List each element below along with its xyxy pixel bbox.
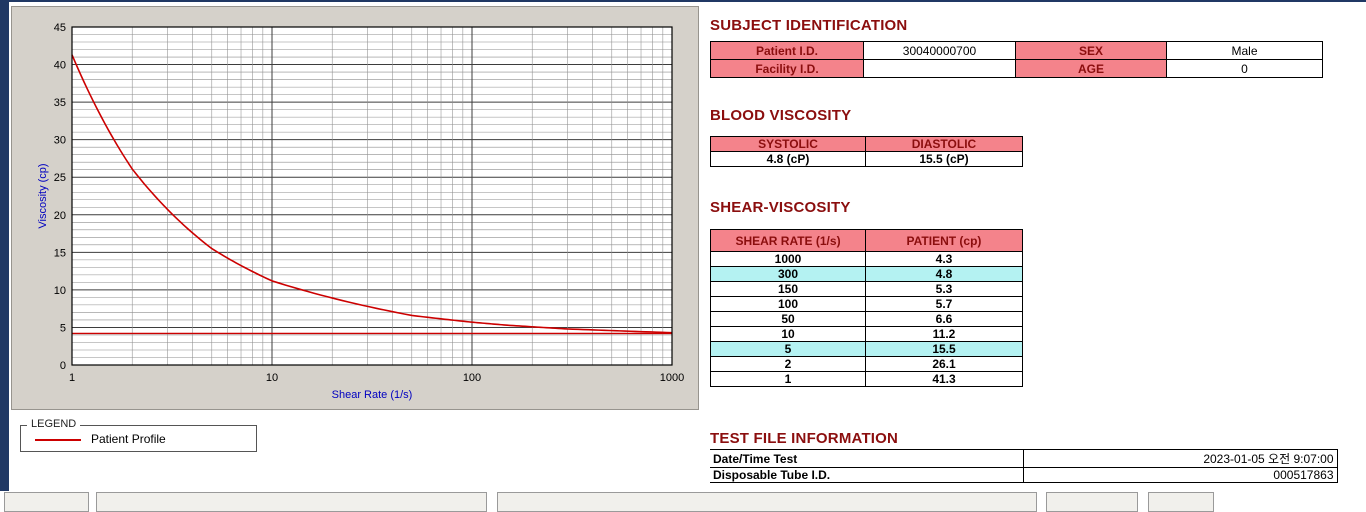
sex-value: Male <box>1166 41 1323 60</box>
systolic-header: SYSTOLIC <box>710 136 866 152</box>
svg-text:15: 15 <box>54 247 66 259</box>
viscosity-chart: 0 5 10 15 20 25 30 35 40 45 1 10 100 1000 Shear Rate (… <box>37 22 684 401</box>
shear-rate-cell: 50 <box>710 311 866 327</box>
section-title-test-file-information: TEST FILE INFORMATION <box>710 430 899 447</box>
age-label: AGE <box>1015 59 1167 78</box>
table-row: 4.8 (cP) 15.5 (cP) <box>710 151 1023 167</box>
patient-cp-cell: 11.2 <box>865 326 1023 342</box>
shear-viscosity-table: SHEAR RATE (1/s) PATIENT (cp) 1000 4.3 3… <box>710 229 1023 387</box>
window-edge-top <box>0 0 1366 2</box>
sex-label: SEX <box>1015 41 1167 60</box>
table-row: 10 11.2 <box>710 326 1023 342</box>
viscosity-chart-panel: 0 5 10 15 20 25 30 35 40 45 1 10 100 1000 Shear Rate (… <box>11 6 699 410</box>
diastolic-header: DIASTOLIC <box>865 136 1023 152</box>
svg-text:Viscosity (cp): Viscosity (cp) <box>37 163 49 228</box>
table-row: 100 5.7 <box>710 296 1023 312</box>
patient-cp-cell: 41.3 <box>865 371 1023 387</box>
svg-text:5: 5 <box>60 322 66 334</box>
svg-text:20: 20 <box>54 210 66 222</box>
table-row: 300 4.8 <box>710 266 1023 282</box>
svg-text:25: 25 <box>54 172 66 184</box>
patient-cp-cell: 26.1 <box>865 356 1023 372</box>
shear-rate-cell: 2 <box>710 356 866 372</box>
patient-id-label: Patient I.D. <box>710 41 864 60</box>
table-header-row: SHEAR RATE (1/s) PATIENT (cp) <box>710 229 1023 252</box>
svg-text:1000: 1000 <box>660 372 684 384</box>
test-file-information-table: Date/Time Test 2023-01-05 오전 9:07:00 Dis… <box>710 449 1338 483</box>
patient-cp-header: PATIENT (cp) <box>865 229 1023 252</box>
bottom-cutoff-panel[interactable] <box>96 492 487 512</box>
bottom-cutoff-panel[interactable] <box>4 492 89 512</box>
shear-rate-cell: 150 <box>710 281 866 297</box>
date-time-test-label: Date/Time Test <box>710 449 1024 468</box>
section-title-blood-viscosity: BLOOD VISCOSITY <box>710 107 852 124</box>
patient-cp-cell: 15.5 <box>865 341 1023 357</box>
svg-text:1: 1 <box>69 372 75 384</box>
shear-rate-cell: 1000 <box>710 251 866 267</box>
svg-text:10: 10 <box>54 285 66 297</box>
shear-rate-cell: 100 <box>710 296 866 312</box>
shear-rate-cell: 1 <box>710 371 866 387</box>
patient-cp-cell: 6.6 <box>865 311 1023 327</box>
table-row: SYSTOLIC DIASTOLIC <box>710 136 1023 152</box>
facility-id-label: Facility I.D. <box>710 59 864 78</box>
table-row: Date/Time Test 2023-01-05 오전 9:07:00 <box>710 449 1338 468</box>
table-row: 1000 4.3 <box>710 251 1023 267</box>
blood-viscosity-table: SYSTOLIC DIASTOLIC 4.8 (cP) 15.5 (cP) <box>710 136 1023 167</box>
patient-cp-cell: 4.8 <box>865 266 1023 282</box>
svg-text:40: 40 <box>54 60 66 72</box>
patient-cp-cell: 4.3 <box>865 251 1023 267</box>
svg-text:0: 0 <box>60 360 66 372</box>
shear-rate-header: SHEAR RATE (1/s) <box>710 229 866 252</box>
table-row: Patient I.D. 30040000700 SEX Male <box>710 41 1323 60</box>
table-row: 1 41.3 <box>710 371 1023 387</box>
systolic-value: 4.8 (cP) <box>710 151 866 167</box>
svg-text:10: 10 <box>266 372 278 384</box>
diastolic-value: 15.5 (cP) <box>865 151 1023 167</box>
svg-text:35: 35 <box>54 97 66 109</box>
disposable-tube-id-label: Disposable Tube I.D. <box>710 467 1024 483</box>
legend-caption: LEGEND <box>27 418 81 430</box>
table-row: Facility I.D. AGE 0 <box>710 59 1323 78</box>
table-row: 150 5.3 <box>710 281 1023 297</box>
bottom-cutoff-panel[interactable] <box>1148 492 1214 512</box>
table-row: 5 15.5 <box>710 341 1023 357</box>
facility-id-value <box>863 59 1016 78</box>
svg-text:Shear Rate (1/s): Shear Rate (1/s) <box>332 389 413 401</box>
svg-text:100: 100 <box>463 372 481 384</box>
svg-text:30: 30 <box>54 135 66 147</box>
disposable-tube-id-value: 000517863 <box>1022 467 1338 483</box>
age-value: 0 <box>1166 59 1323 78</box>
table-row: 50 6.6 <box>710 311 1023 327</box>
section-title-shear-viscosity: SHEAR-VISCOSITY <box>710 199 851 216</box>
legend-box: LEGEND Patient Profile <box>20 418 257 452</box>
svg-text:45: 45 <box>54 22 66 34</box>
table-row: Disposable Tube I.D. 000517863 <box>710 467 1338 483</box>
table-row: 2 26.1 <box>710 356 1023 372</box>
section-title-subject-identification: SUBJECT IDENTIFICATION <box>710 17 908 34</box>
patient-id-value: 30040000700 <box>863 41 1016 60</box>
patient-cp-cell: 5.3 <box>865 281 1023 297</box>
date-time-test-value: 2023-01-05 오전 9:07:00 <box>1022 449 1338 468</box>
shear-rate-cell: 5 <box>710 341 866 357</box>
bottom-cutoff-panel[interactable] <box>497 492 1037 512</box>
legend-line-sample <box>35 439 81 441</box>
window-edge-left <box>0 0 9 491</box>
bottom-cutoff-panel[interactable] <box>1046 492 1138 512</box>
subject-identification-table: Patient I.D. 30040000700 SEX Male Facili… <box>710 41 1323 78</box>
legend-series-label: Patient Profile <box>91 432 166 446</box>
patient-cp-cell: 5.7 <box>865 296 1023 312</box>
shear-rate-cell: 10 <box>710 326 866 342</box>
shear-rate-cell: 300 <box>710 266 866 282</box>
